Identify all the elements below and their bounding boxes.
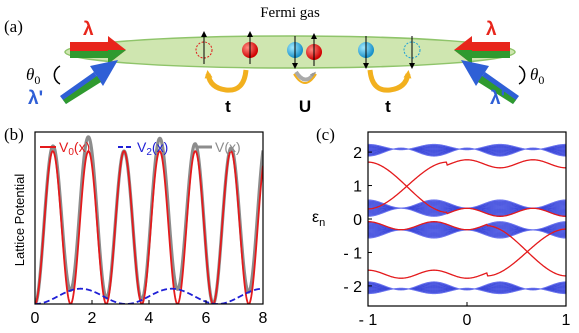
interaction-label: U (299, 97, 311, 116)
band-edge (368, 221, 566, 231)
band-edge (368, 207, 566, 217)
y-tick-label: 0 (353, 212, 362, 229)
band-fill (368, 144, 566, 157)
band-edge (368, 147, 566, 157)
band-edge (368, 143, 566, 151)
legend-label-v: V(x) (215, 139, 241, 155)
laser-lambda-left (70, 36, 126, 64)
energy-band (368, 281, 566, 295)
panel-c-ticks: - 1 0 1 - 2 - 1 0 1 2 (343, 145, 570, 329)
theta-arc-right (518, 65, 526, 85)
legend-label-v2: V2(x) (137, 139, 168, 158)
laser-lambda-prime-right (461, 60, 519, 104)
edge-state-line (368, 159, 566, 210)
series-line-vx (35, 135, 263, 304)
band-edge (368, 287, 566, 295)
x-tick-label: 8 (259, 310, 268, 327)
theta-left-label: θ0 (26, 65, 40, 87)
band-edge (368, 281, 566, 291)
panel-c: (c) εn - 1 0 1 - 2 - 1 0 1 2 (312, 125, 571, 329)
y-tick-label: - 2 (343, 279, 362, 296)
laser-lambda-prime-left (60, 60, 118, 104)
y-tick-label: - 1 (343, 245, 362, 262)
x-tick-label: 6 (202, 310, 211, 327)
band-line (368, 208, 566, 216)
panel-c-plot-area (368, 143, 566, 295)
series-line-v0x (35, 150, 263, 304)
y-tick-label: 2 (353, 145, 362, 162)
x-tick-label: 0 (31, 310, 40, 327)
panel-b-ticks: 0 2 4 6 8 (31, 300, 268, 327)
x-tick-label: 2 (88, 310, 97, 327)
hop-arrow-left (204, 69, 249, 93)
x-tick-label: 4 (145, 310, 154, 327)
panel-b-label: (b) (4, 125, 24, 144)
panel-a-label: (a) (4, 17, 23, 36)
edge-state-line (368, 228, 566, 279)
y-tick-label: 1 (353, 179, 362, 196)
theta-arc-left (53, 65, 61, 85)
hop-left-label: t (225, 97, 231, 116)
panel-b-legend: V0(x) V2(x) V(x) (40, 139, 241, 158)
panel-a: (a) Fermi gas λ λ' θ0 λ (4, 5, 544, 116)
interaction-arrow (294, 70, 316, 82)
band-line (368, 202, 566, 209)
band-fill (368, 281, 566, 294)
legend-label-v0: V0(x) (59, 139, 90, 158)
panel-c-frame (367, 131, 567, 307)
interaction-arrow-glow (293, 73, 317, 84)
x-tick-label: 0 (463, 312, 472, 329)
panel-c-label: (c) (316, 125, 335, 144)
lambda-right-label: λ (486, 19, 497, 40)
x-tick-label: - 1 (359, 312, 378, 329)
panel-c-ylabel: εn (312, 209, 325, 229)
hop-right-label: t (385, 97, 391, 116)
series-line-v2x (35, 287, 263, 304)
theta-right-label: θ0 (530, 65, 544, 87)
band-edge (368, 199, 566, 209)
edge-state-line (368, 161, 566, 217)
x-tick-label: 1 (562, 312, 571, 329)
lambda-prime-right-label: λ' (490, 88, 505, 109)
edge-states (368, 159, 566, 279)
band-line (368, 222, 566, 230)
panel-b-plot-area (35, 135, 263, 304)
fermi-gas-title: Fermi gas (260, 5, 320, 21)
panel-b: (b) Lattice Potential 0 2 4 6 8 V0(x) V2(x) … (4, 125, 268, 327)
energy-band (368, 143, 566, 157)
lambda-left-label: λ (83, 19, 94, 40)
band-line (368, 200, 566, 209)
hop-arrow-right (367, 69, 412, 93)
band-edge (368, 229, 566, 239)
panel-b-ylabel: Lattice Potential (12, 174, 27, 267)
edge-state-line (368, 221, 566, 277)
band-line (368, 229, 566, 238)
lambda-prime-left-label: λ' (28, 88, 43, 109)
band-line (368, 229, 566, 236)
laser-lambda-right (454, 36, 510, 64)
